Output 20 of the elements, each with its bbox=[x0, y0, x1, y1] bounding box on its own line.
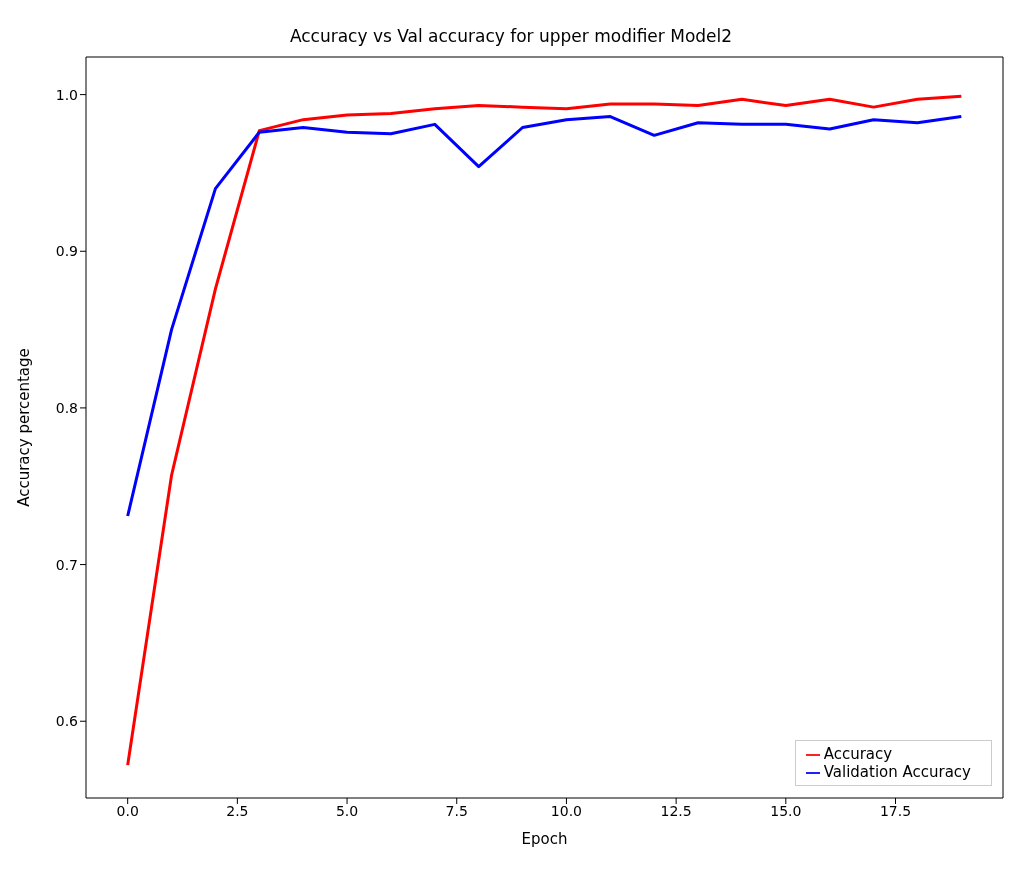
chart-title: Accuracy vs Val accuracy for upper modifier Model2 bbox=[288, 25, 734, 48]
line-series bbox=[126, 94, 963, 767]
x-tick-label: 2.5 bbox=[226, 802, 249, 819]
x-tick-label: 12.5 bbox=[660, 802, 692, 819]
line-series bbox=[126, 115, 963, 518]
y-tick-label: 0.6 bbox=[55, 713, 79, 730]
x-tick-label: 15.0 bbox=[770, 802, 802, 819]
y-tick-label: 0.7 bbox=[55, 556, 78, 573]
x-tick-label: 7.5 bbox=[445, 802, 468, 819]
x-tick-label: 5.0 bbox=[335, 802, 359, 819]
y-tick-label: 0.9 bbox=[55, 243, 78, 260]
legend-label: Validation Accuracy bbox=[823, 763, 971, 781]
x-tick-label: 17.5 bbox=[879, 802, 912, 819]
x-tick-label: 0.0 bbox=[116, 802, 139, 819]
legend-label: Accuracy bbox=[823, 745, 893, 763]
x-axis-title: Epoch bbox=[521, 830, 568, 848]
y-tick-label: 1.0 bbox=[55, 86, 78, 103]
y-axis-title: Accuracy percentage bbox=[15, 348, 34, 507]
y-tick-label: 0.8 bbox=[55, 399, 78, 416]
x-tick-label: 10.0 bbox=[550, 802, 583, 819]
